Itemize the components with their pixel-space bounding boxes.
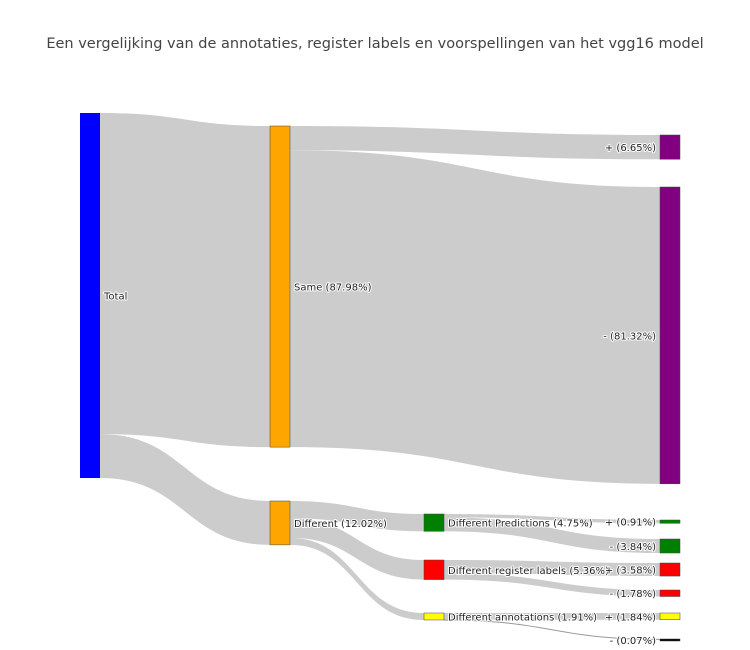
link-total-to-same (100, 113, 270, 448)
links-layer (100, 113, 661, 640)
node-ann-minus (659, 638, 681, 642)
node-label-same-minus: - (81.32%) (603, 331, 656, 342)
node-label-diff-ann: Different annotations (1.91%) (448, 612, 597, 623)
nodes-layer (80, 113, 681, 642)
node-label-different: Different (12.02%) (294, 519, 387, 530)
node-reg-plus (659, 562, 681, 577)
node-label-same-plus: + (6.65%) (605, 143, 656, 154)
node-label-ann-minus: - (0.07%) (610, 636, 656, 647)
node-reg-minus (659, 589, 681, 597)
node-same-plus (659, 134, 681, 160)
node-label-pred-minus: - (3.84%) (610, 542, 656, 553)
link-different-to-diff_ann (290, 537, 424, 620)
node-diff-pred (423, 513, 445, 532)
node-ann-plus (659, 612, 681, 620)
link-diff_reg-to-reg_minus (444, 573, 660, 597)
link-same-to-same_plus (290, 126, 660, 160)
link-different-to-diff_reg (290, 518, 424, 580)
node-diff-ann (423, 612, 445, 621)
link-same-to-same_minus (290, 150, 660, 484)
node-diff-reg (423, 559, 445, 580)
link-diff_reg-to-reg_plus (444, 560, 660, 577)
node-label-total: Total (103, 292, 127, 303)
node-label-reg-plus: + (3.58%) (605, 566, 656, 577)
node-label-reg-minus: - (1.78%) (610, 589, 656, 600)
node-same-minus (659, 186, 681, 485)
chart-title: Een vergelijking van de annotaties, regi… (46, 36, 704, 52)
node-pred-plus (659, 519, 681, 524)
node-label-diff-pred: Different Predictions (4.75%) (448, 519, 593, 530)
node-label-ann-plus: + (1.84%) (605, 612, 656, 623)
node-pred-minus (659, 538, 681, 554)
node-label-diff-reg: Different register labels (5.36%) (448, 566, 609, 577)
node-label-pred-plus: + (0.91%) (605, 518, 656, 529)
node-label-same: Same (87.98%) (294, 283, 372, 294)
link-diff_ann-to-ann_minus (443, 619, 661, 640)
node-same (269, 125, 291, 448)
link-diff_ann-to-ann_plus (444, 613, 660, 620)
node-total (80, 113, 100, 478)
link-diff_pred-to-pred_plus (444, 514, 660, 524)
link-different-to-diff_pred (290, 501, 424, 532)
node-different (269, 500, 291, 546)
labels-layer: Total Same (87.98%) Different (12.02%) + (6… (102, 142, 657, 648)
link-total-to-different (100, 434, 270, 545)
link-diff_pred-to-pred_minus (444, 517, 660, 554)
